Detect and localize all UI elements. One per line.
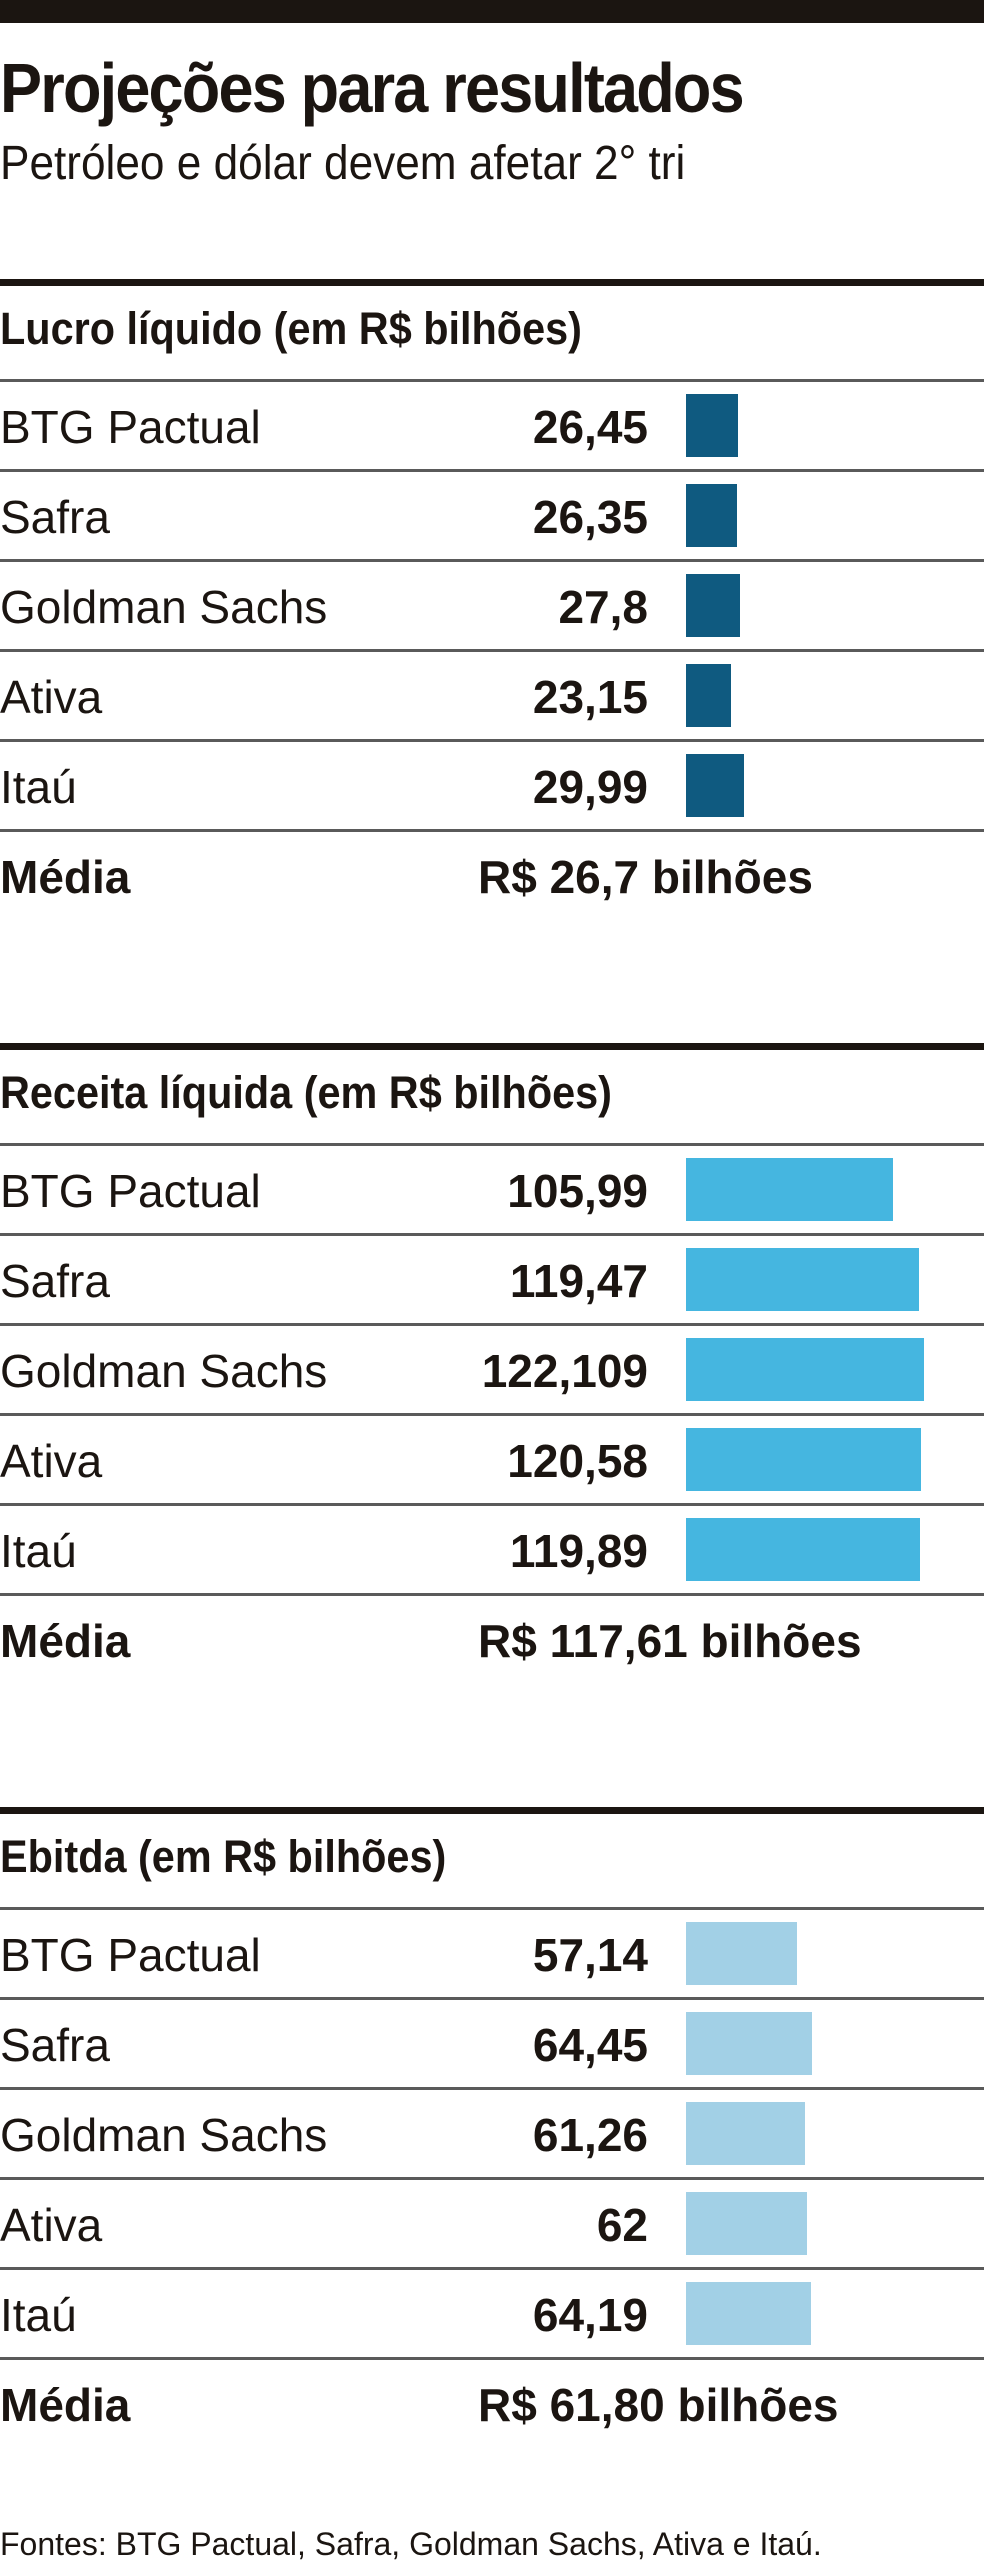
value-label: 119,89	[509, 1525, 648, 1577]
value-label: 122,109	[481, 1345, 648, 1397]
value-label: 64,45	[532, 2019, 648, 2071]
bar	[686, 1158, 893, 1221]
sources-footer: Fontes: BTG Pactual, Safra, Goldman Sach…	[0, 2526, 822, 2562]
table-row: Safra 26,35	[0, 469, 984, 559]
category-label: BTG Pactual	[0, 1929, 261, 1981]
category-label: Safra	[0, 2019, 110, 2071]
table-row: Goldman Sachs 122,109	[0, 1323, 984, 1413]
value-label: 57,14	[532, 1929, 648, 1981]
chart-section: Lucro líquido (em R$ bilhões) BTG Pactual…	[0, 279, 984, 979]
category-label: Itaú	[0, 2289, 77, 2341]
value-label: 105,99	[507, 1165, 648, 1217]
bar	[686, 2282, 812, 2345]
section-title: Receita líquida (em R$ bilhões)	[0, 1067, 612, 1118]
mean-label: Média	[0, 1615, 131, 1667]
section-rule	[0, 1807, 984, 1814]
table-row: Itaú 119,89	[0, 1503, 984, 1593]
bar	[686, 1922, 798, 1985]
section-title: Ebitda (em R$ bilhões)	[0, 1831, 447, 1882]
category-label: Safra	[0, 1255, 110, 1307]
section-rule	[0, 279, 984, 286]
bar	[686, 484, 738, 547]
category-label: Goldman Sachs	[0, 1345, 328, 1397]
value-label: 62	[596, 2199, 648, 2251]
category-label: Ativa	[0, 671, 103, 723]
table-row: Ativa 23,15	[0, 649, 984, 739]
table-row: Itaú 29,99	[0, 739, 984, 829]
mean-row: Média R$ 117,61 bilhões	[0, 1593, 984, 1683]
value-label: 64,19	[532, 2289, 648, 2341]
value-label: 119,47	[509, 1255, 648, 1307]
mean-row: Média R$ 61,80 bilhões	[0, 2357, 984, 2447]
bar	[686, 2192, 807, 2255]
table-row: Goldman Sachs 27,8	[0, 559, 984, 649]
top-rule	[0, 0, 984, 23]
category-label: Goldman Sachs	[0, 581, 328, 633]
bar	[686, 394, 738, 457]
category-label: Goldman Sachs	[0, 2109, 328, 2161]
category-label: BTG Pactual	[0, 401, 261, 453]
value-label: 29,99	[532, 761, 648, 813]
table-row: BTG Pactual 26,45	[0, 379, 984, 469]
mean-label: Média	[0, 851, 131, 903]
table-row: Safra 119,47	[0, 1233, 984, 1323]
category-label: Safra	[0, 491, 110, 543]
bar	[686, 664, 732, 727]
rows: BTG Pactual 105,99 Safra 119,47 Goldman Sach…	[0, 1143, 984, 1683]
table-row: BTG Pactual 57,14	[0, 1907, 984, 1997]
category-label: Ativa	[0, 2199, 103, 2251]
chart-section: Ebitda (em R$ bilhões) BTG Pactual 57,14 Sa…	[0, 1807, 984, 2507]
category-label: BTG Pactual	[0, 1165, 261, 1217]
rows: BTG Pactual 26,45 Safra 26,35 Goldman Sachs 2…	[0, 379, 984, 919]
rows: BTG Pactual 57,14 Safra 64,45 Goldman Sachs 6…	[0, 1907, 984, 2447]
category-label: Itaú	[0, 1525, 77, 1577]
mean-label: Média	[0, 2379, 131, 2431]
value-label: 120,58	[507, 1435, 648, 1487]
table-row: Ativa 120,58	[0, 1413, 984, 1503]
mean-value: R$ 26,7 bilhões	[478, 851, 813, 903]
table-row: BTG Pactual 105,99	[0, 1143, 984, 1233]
bar	[686, 1518, 920, 1581]
bar	[686, 2012, 812, 2075]
table-row: Ativa 62	[0, 2177, 984, 2267]
value-label: 26,35	[532, 491, 648, 543]
mean-value: R$ 117,61 bilhões	[478, 1615, 862, 1667]
bar	[686, 1338, 925, 1401]
bar	[686, 754, 745, 817]
category-label: Ativa	[0, 1435, 103, 1487]
value-label: 61,26	[532, 2109, 648, 2161]
table-row: Safra 64,45	[0, 1997, 984, 2087]
mean-value: R$ 61,80 bilhões	[478, 2379, 839, 2431]
bar	[686, 574, 741, 637]
bar	[686, 2102, 806, 2165]
table-row: Itaú 64,19	[0, 2267, 984, 2357]
mean-row: Média R$ 26,7 bilhões	[0, 829, 984, 919]
section-title: Lucro líquido (em R$ bilhões)	[0, 303, 582, 354]
bar	[686, 1248, 919, 1311]
value-label: 27,8	[558, 581, 648, 633]
value-label: 23,15	[532, 671, 648, 723]
category-label: Itaú	[0, 761, 77, 813]
page-subtitle: Petróleo e dólar devem afetar 2° tri	[0, 137, 686, 190]
chart-section: Receita líquida (em R$ bilhões) BTG Pactu…	[0, 1043, 984, 1743]
section-rule	[0, 1043, 984, 1050]
bar	[686, 1428, 922, 1491]
page-title: Projeções para resultados	[0, 49, 745, 127]
table-row: Goldman Sachs 61,26	[0, 2087, 984, 2177]
value-label: 26,45	[532, 401, 648, 453]
